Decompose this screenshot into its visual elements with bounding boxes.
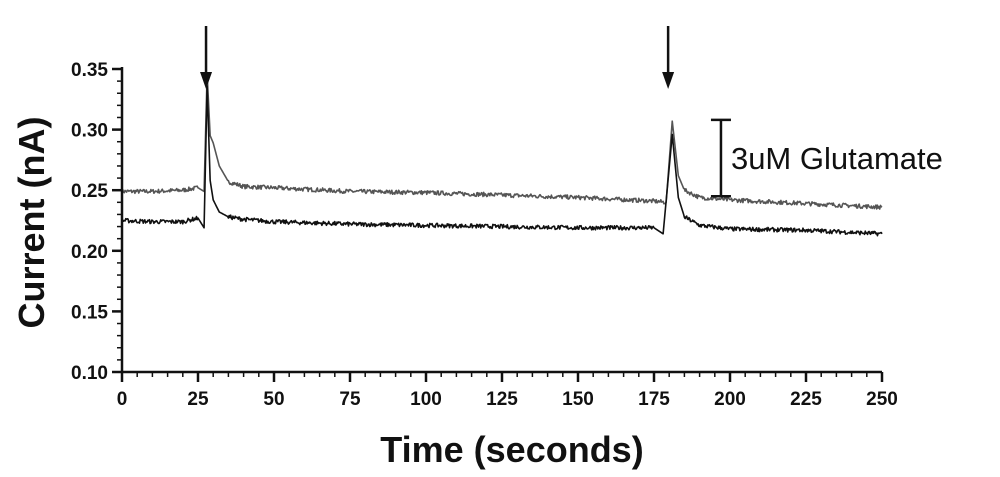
down-arrow-icon (200, 72, 213, 89)
trace-line-2 (121, 85, 883, 237)
x-tick-label: 100 (410, 389, 442, 410)
trace-line-1 (121, 73, 883, 210)
y-tick-label: 0.10 (71, 363, 108, 384)
y-axis-title: Current (nA) (11, 117, 52, 329)
down-arrow-icon (662, 72, 675, 89)
y-tick-label: 0.35 (71, 60, 108, 81)
y-ticks: 0.10 0.15 0.20 0.25 0.30 0.35 (71, 60, 122, 384)
x-tick-label: 125 (486, 389, 518, 410)
x-tick-label: 25 (187, 389, 209, 410)
x-tick-label: 200 (714, 389, 746, 410)
x-ticks: 0 25 50 75 100 125 150 175 200 225 250 (117, 372, 898, 410)
traces (121, 73, 883, 237)
x-axis-title: Time (seconds) (380, 429, 643, 470)
x-tick-label: 0 (117, 389, 128, 410)
annotation-label: 3uM Glutamate (731, 141, 943, 176)
stimulus-arrows (200, 26, 675, 89)
y-tick-label: 0.20 (71, 242, 108, 263)
scale-bar (710, 118, 731, 198)
x-tick-label: 225 (790, 389, 822, 410)
x-tick-label: 50 (263, 389, 284, 410)
y-tick-label: 0.25 (71, 181, 108, 202)
y-tick-label: 0.15 (71, 302, 108, 323)
axes (120, 67, 882, 374)
x-tick-label: 150 (562, 389, 594, 410)
x-tick-label: 175 (638, 389, 670, 410)
y-tick-label: 0.30 (71, 121, 108, 142)
x-tick-label: 250 (866, 389, 898, 410)
x-tick-label: 75 (339, 389, 361, 410)
